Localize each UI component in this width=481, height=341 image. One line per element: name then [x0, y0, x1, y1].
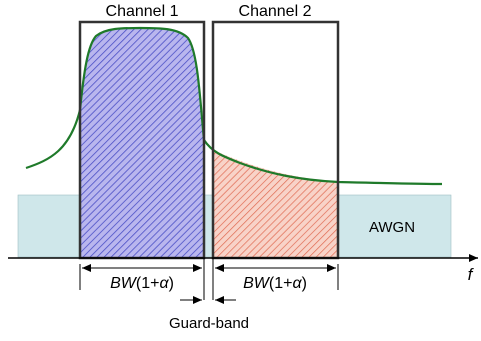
channel-1-label: Channel 1: [106, 3, 179, 20]
channel-1-spectrum-fill: [80, 28, 204, 258]
bw-2-label: BW(1+α): [243, 275, 307, 292]
channel-2-interference-fill: [213, 150, 338, 258]
bw-1-label: BW(1+α): [110, 275, 174, 292]
channel-2-label: Channel 2: [239, 3, 312, 20]
guard-band-label: Guard-band: [169, 315, 249, 332]
frequency-axis-label: f: [468, 265, 475, 284]
awgn-label: AWGN: [369, 219, 415, 236]
spectrum-curve: [25, 26, 443, 186]
